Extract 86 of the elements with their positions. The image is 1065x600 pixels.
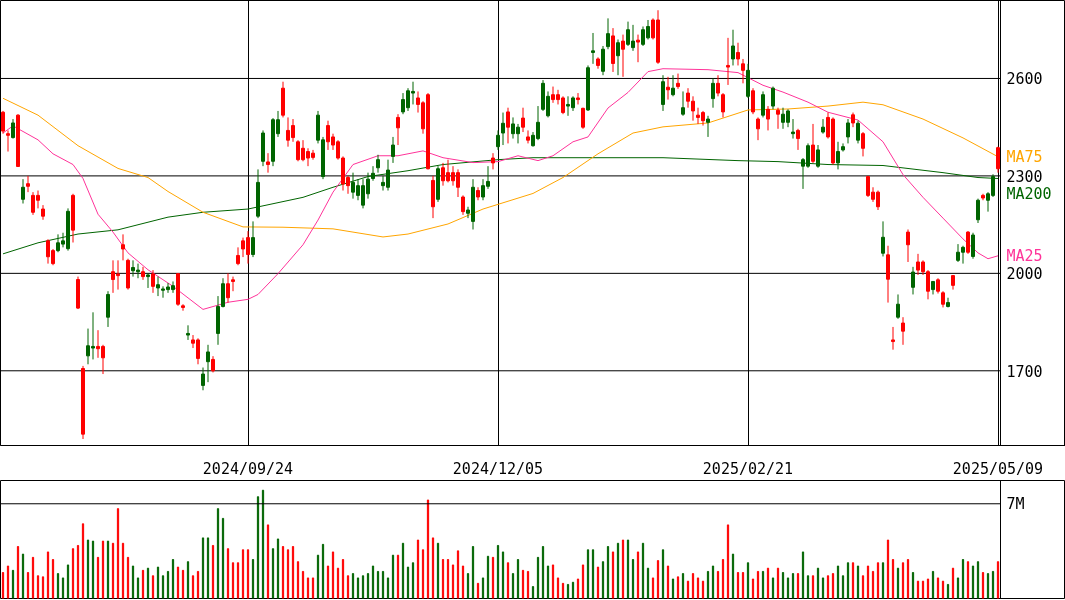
candlestick bbox=[181, 303, 185, 312]
candlestick bbox=[1, 110, 5, 135]
series-label: MA200 bbox=[1006, 184, 1052, 203]
x-tick-label: 2025/02/21 bbox=[702, 459, 794, 478]
candlestick bbox=[906, 229, 910, 263]
candlestick bbox=[251, 220, 255, 258]
candlestick bbox=[721, 92, 725, 118]
candlestick bbox=[266, 152, 270, 174]
candlestick bbox=[491, 152, 495, 170]
candlestick bbox=[521, 107, 525, 133]
candlestick bbox=[676, 73, 680, 90]
candlestick bbox=[966, 230, 970, 255]
candlestick bbox=[11, 118, 15, 140]
candlestick bbox=[901, 316, 905, 346]
candlestick bbox=[106, 290, 110, 328]
candlestick bbox=[606, 17, 610, 50]
candlestick bbox=[496, 129, 500, 151]
candlestick bbox=[501, 112, 505, 146]
candlestick bbox=[751, 87, 755, 115]
candlestick bbox=[591, 32, 595, 65]
candlestick bbox=[881, 220, 885, 257]
candlestick bbox=[601, 45, 605, 76]
candlestick bbox=[681, 90, 685, 117]
y-tick-label: 2600 bbox=[1006, 70, 1043, 89]
candlestick bbox=[791, 118, 795, 140]
candlestick bbox=[121, 233, 125, 261]
candlestick bbox=[846, 118, 850, 144]
candlestick bbox=[776, 107, 780, 130]
candlestick bbox=[616, 38, 620, 76]
candlestick bbox=[621, 34, 625, 78]
candlestick bbox=[396, 113, 400, 146]
candlestick bbox=[21, 178, 25, 205]
candlestick bbox=[761, 90, 765, 118]
candlestick bbox=[856, 120, 860, 144]
candlestick bbox=[711, 77, 715, 109]
candlestick bbox=[666, 76, 670, 101]
candlestick bbox=[151, 269, 155, 294]
candlestick bbox=[391, 136, 395, 164]
x-tick-label: 2025/05/09 bbox=[952, 459, 1044, 478]
candlestick bbox=[6, 129, 10, 153]
candlestick bbox=[896, 293, 900, 320]
candlestick bbox=[231, 276, 235, 292]
candlestick bbox=[976, 198, 980, 224]
candlestick bbox=[811, 123, 815, 164]
candlestick bbox=[796, 128, 800, 151]
candlestick bbox=[821, 118, 825, 135]
y-tick-label: 2000 bbox=[1006, 265, 1043, 284]
candlestick bbox=[726, 37, 730, 86]
candlestick bbox=[716, 74, 720, 97]
candlestick bbox=[861, 131, 865, 157]
candlestick bbox=[731, 29, 735, 66]
candlestick bbox=[771, 86, 775, 110]
candlestick bbox=[911, 266, 915, 295]
series-label: MA25 bbox=[1006, 246, 1043, 265]
candlestick bbox=[186, 324, 190, 341]
candlestick bbox=[226, 272, 230, 304]
candlestick bbox=[576, 92, 580, 105]
candlestick bbox=[971, 232, 975, 260]
candlestick bbox=[841, 142, 845, 153]
candlestick bbox=[141, 266, 145, 281]
line-series bbox=[2, 68, 999, 310]
x-tick-label: 2024/12/05 bbox=[452, 459, 544, 478]
candlestick bbox=[741, 58, 745, 84]
y-tick-label: 1700 bbox=[1006, 362, 1043, 381]
candlestick bbox=[26, 175, 30, 193]
candlestick bbox=[636, 34, 640, 63]
candlestick bbox=[236, 246, 240, 266]
y-tick-label: 2300 bbox=[1006, 167, 1043, 186]
candlestick bbox=[661, 74, 665, 112]
candlestick bbox=[461, 194, 465, 216]
candlestick bbox=[736, 42, 740, 66]
candlestick bbox=[146, 272, 150, 289]
candlestick bbox=[201, 367, 205, 391]
candlestick bbox=[506, 107, 510, 144]
ref-line-label: 7M bbox=[1006, 494, 1025, 513]
series-label: MA75 bbox=[1006, 147, 1043, 166]
candlestick bbox=[996, 146, 1000, 174]
candlestick bbox=[766, 105, 770, 131]
x-tick-label: 2024/09/24 bbox=[202, 459, 294, 478]
candlestick bbox=[891, 326, 895, 351]
candlestick bbox=[206, 344, 210, 383]
candlestick bbox=[526, 129, 530, 144]
candlestick bbox=[756, 116, 760, 141]
line-series bbox=[2, 97, 999, 238]
candlestick bbox=[671, 74, 675, 97]
candlestick bbox=[706, 115, 710, 138]
